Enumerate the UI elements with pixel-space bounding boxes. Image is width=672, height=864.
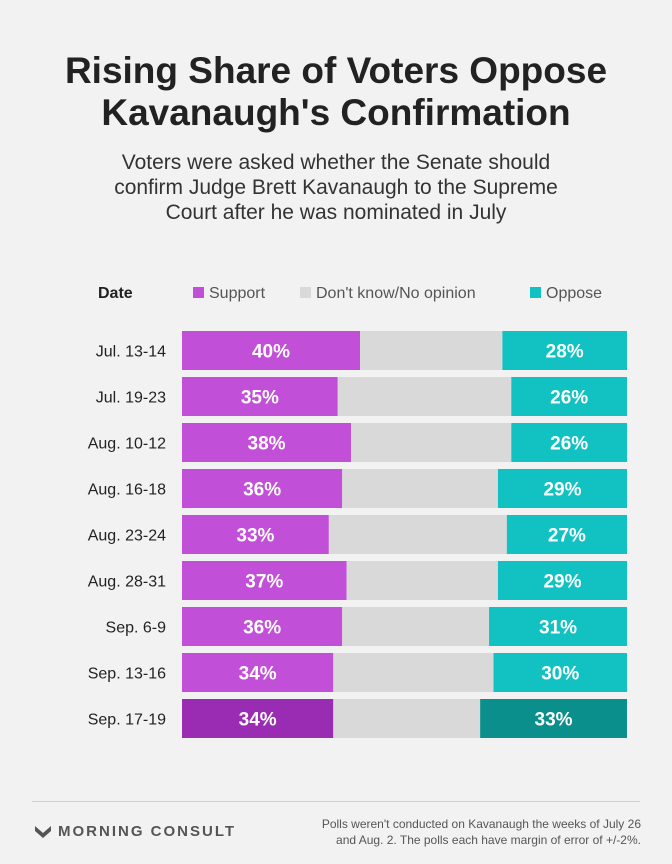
value-label-support: 35% <box>241 388 279 409</box>
value-label-oppose: 33% <box>535 710 573 731</box>
bar-segment-support <box>182 377 338 416</box>
legend-label-support: Support <box>209 285 266 302</box>
bar-segment-support <box>182 699 334 738</box>
bar-segment-oppose <box>497 561 627 600</box>
value-label-oppose: 31% <box>539 618 577 639</box>
category-label: Aug. 10-12 <box>88 436 166 453</box>
bar-segment-oppose <box>502 331 627 370</box>
value-label-support: 36% <box>243 480 281 501</box>
bar-segment-dont-know <box>342 607 490 646</box>
category-label: Aug. 23-24 <box>88 528 166 545</box>
legend-item-dont-know: Don't know/No opinion <box>300 285 476 303</box>
value-label-support: 36% <box>243 618 281 639</box>
value-label-oppose: 30% <box>541 664 579 685</box>
footer-note-line-2: and Aug. 2. The polls each have margin o… <box>336 833 641 847</box>
title-line-1: Rising Share of Voters Oppose <box>64 50 608 91</box>
legend-swatch-support <box>193 287 204 298</box>
bar-segment-support <box>182 607 343 646</box>
category-label: Jul. 19-23 <box>96 390 166 407</box>
value-label-oppose: 29% <box>543 480 581 501</box>
category-label: Jul. 13-14 <box>96 344 166 361</box>
value-label-support: 37% <box>245 572 283 593</box>
legend-label-dont-know: Don't know/No opinion <box>316 285 476 302</box>
bar-segment-dont-know <box>333 699 481 738</box>
value-label-support: 34% <box>239 664 277 685</box>
bar-segment-oppose <box>511 377 627 416</box>
subtitle-line-2: confirm Judge Brett Kavanaugh to the Sup… <box>114 176 558 199</box>
category-label: Aug. 28-31 <box>88 574 166 591</box>
category-label: Aug. 16-18 <box>88 482 166 499</box>
bar-segment-dont-know <box>346 561 498 600</box>
value-label-oppose: 28% <box>546 342 584 363</box>
legend-item-support: Support <box>193 285 265 303</box>
value-label-oppose: 27% <box>548 526 586 547</box>
value-label-oppose: 26% <box>550 388 588 409</box>
subtitle-line-3: Court after he was nominated in July <box>165 201 507 224</box>
value-label-support: 34% <box>239 710 277 731</box>
bar-segment-oppose <box>489 607 627 646</box>
bar-segment-support <box>182 469 343 508</box>
bar-segment-dont-know <box>351 423 512 462</box>
chart-subtitle: Voters were asked whether the Senate sho… <box>60 150 612 225</box>
title-line-2: Kavanaugh's Confirmation <box>101 92 571 133</box>
morning-consult-logo: MORNING CONSULT <box>34 823 236 840</box>
bar-segment-dont-know <box>342 469 498 508</box>
chart-legend: Date Support Don't know/No opinion Oppos… <box>0 284 672 306</box>
legend-swatch-oppose <box>530 287 541 298</box>
value-label-oppose: 29% <box>543 572 581 593</box>
bar-segment-oppose <box>493 653 627 692</box>
bar-segment-support <box>182 515 329 554</box>
bar-segment-oppose <box>506 515 627 554</box>
legend-item-oppose: Oppose <box>530 285 602 303</box>
bar-segment-oppose <box>497 469 627 508</box>
bar-segment-support <box>182 653 334 692</box>
value-label-support: 40% <box>252 342 290 363</box>
bar-segment-oppose <box>511 423 627 462</box>
subtitle-line-1: Voters were asked whether the Senate sho… <box>121 151 551 174</box>
date-column-header: Date <box>98 285 133 302</box>
logo-text: MORNING CONSULT <box>58 823 237 840</box>
bar-segment-support <box>182 423 352 462</box>
bar-segment-dont-know <box>360 331 503 370</box>
bar-segment-support <box>182 561 347 600</box>
chart-title: Rising Share of Voters Oppose Kavanaugh'… <box>0 50 672 134</box>
bar-segment-dont-know <box>328 515 507 554</box>
bar-segment-dont-know <box>337 377 512 416</box>
category-label: Sep. 13-16 <box>88 666 166 683</box>
value-label-support: 33% <box>236 526 274 547</box>
bar-segment-dont-know <box>333 653 494 692</box>
legend-swatch-dont-know <box>300 287 311 298</box>
value-label-oppose: 26% <box>550 434 588 455</box>
legend-label-oppose: Oppose <box>546 285 603 302</box>
bar-segment-oppose <box>480 699 627 738</box>
footer-note-line-1: Polls weren't conducted on Kavanaugh the… <box>321 817 641 831</box>
value-label-support: 38% <box>248 434 286 455</box>
category-label: Sep. 17-19 <box>88 712 166 729</box>
logo-chevron-icon <box>35 826 51 838</box>
footer-divider <box>32 801 640 802</box>
footer-note: Polls weren't conducted on Kavanaugh the… <box>270 816 641 848</box>
category-label: Sep. 6-9 <box>106 620 167 637</box>
bar-segment-support <box>182 331 360 370</box>
